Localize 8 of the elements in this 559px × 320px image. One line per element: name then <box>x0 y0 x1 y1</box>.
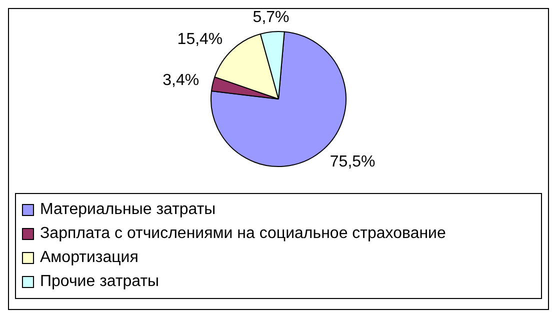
legend-label: Зарплата с отчислениями на социальное страхование <box>40 225 446 243</box>
data-label: 3,4% <box>162 72 200 90</box>
legend-label: Материальные затраты <box>40 201 216 219</box>
data-label: 75,5% <box>330 154 376 171</box>
legend-label: Прочие затраты <box>40 273 160 291</box>
data-label: 15,4% <box>177 31 223 48</box>
data-label: 5,7% <box>252 9 290 26</box>
legend-label: Амортизация <box>40 249 138 267</box>
